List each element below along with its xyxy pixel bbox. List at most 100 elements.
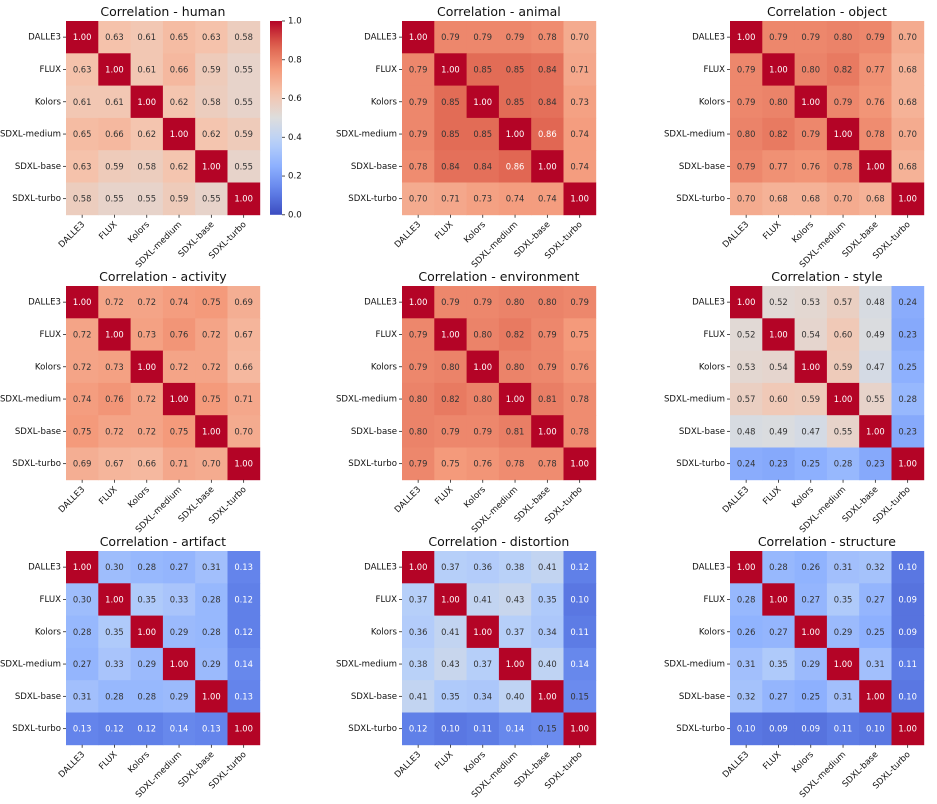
heatmap-cell — [466, 680, 500, 713]
heatmap-cell — [434, 382, 467, 416]
heatmap-cell — [730, 712, 763, 746]
cell-value-label: 0.28 — [105, 691, 124, 701]
heatmap-title: Correlation - human — [100, 4, 225, 19]
heatmap-cell — [466, 382, 500, 416]
x-tick-label: FLUX — [761, 220, 783, 242]
heatmap-cell — [794, 551, 828, 584]
cell-value-label: 0.11 — [834, 724, 853, 734]
colorbar-tick-label: 0.8 — [288, 55, 302, 65]
cell-value-label: 0.62 — [170, 97, 189, 107]
cell-value-label: 0.34 — [473, 691, 492, 701]
y-tick-label: DALLE3 — [364, 33, 397, 43]
cell-value-label: 0.31 — [834, 562, 853, 572]
heatmap-cell — [466, 150, 500, 183]
heatmap-cell — [66, 415, 99, 448]
cell-value-label: 0.84 — [538, 97, 557, 107]
y-tick-label: SDXL-medium — [336, 395, 397, 405]
cell-value-label: 1.00 — [737, 32, 756, 42]
heatmap-cell — [434, 647, 467, 681]
cell-value-label: 0.63 — [105, 32, 124, 42]
heatmap-cell — [730, 318, 763, 351]
heatmap-cell — [498, 615, 532, 649]
y-tick-label: SDXL-turbo — [12, 459, 61, 469]
cell-value-label: 0.29 — [137, 659, 156, 669]
cell-value-label: 1.00 — [170, 659, 189, 669]
cell-value-label: 0.65 — [170, 32, 189, 42]
cell-value-label: 0.75 — [73, 426, 92, 436]
cell-value-label: 0.10 — [570, 594, 589, 604]
cell-value-label: 0.79 — [409, 64, 428, 74]
heatmap-cell — [402, 551, 435, 584]
heatmap-cell — [891, 85, 925, 119]
cell-value-label: 0.37 — [506, 627, 525, 637]
heatmap-cell — [98, 447, 131, 481]
colorbar-tick-label: 0.4 — [288, 133, 302, 143]
heatmap-cell — [466, 117, 500, 151]
heatmap-panel: Correlation - style 1.00 0.52 0.53 0.57 0.48 0… — [664, 269, 925, 535]
cell-value-label: 1.00 — [570, 459, 589, 469]
heatmap-cell — [794, 182, 828, 216]
cell-value-label: 0.79 — [473, 32, 492, 42]
heatmap-cell — [98, 615, 131, 649]
heatmap-cell — [402, 53, 435, 86]
cell-value-label: 0.84 — [473, 161, 492, 171]
heatmap-cell — [826, 117, 860, 151]
cell-value-label: 0.25 — [866, 627, 885, 637]
heatmap-cell — [98, 382, 131, 416]
heatmap-cell — [466, 21, 500, 54]
heatmap-cell — [730, 182, 763, 216]
cell-value-label: 0.58 — [202, 97, 221, 107]
heatmap-cell — [98, 53, 131, 86]
cell-value-label: 0.14 — [570, 659, 589, 669]
x-tick-label: Kolors — [126, 219, 152, 245]
cell-value-label: 0.59 — [105, 161, 124, 171]
y-tick-label: FLUX — [704, 65, 726, 75]
y-tick-label: SDXL-medium — [0, 395, 61, 405]
heatmap-cell — [162, 680, 196, 713]
heatmap-cell — [730, 447, 763, 481]
heatmap-cell — [402, 318, 435, 351]
cell-value-label: 0.71 — [170, 459, 189, 469]
x-tick-label: DALLE3 — [57, 750, 87, 780]
heatmap-cell — [730, 117, 763, 151]
cell-value-label: 0.31 — [737, 659, 756, 669]
cell-value-label: 0.12 — [137, 724, 156, 734]
heatmap-cell — [162, 615, 196, 649]
cell-value-label: 0.09 — [801, 724, 820, 734]
heatmap-cell — [98, 350, 131, 384]
cell-value-label: 0.35 — [137, 594, 156, 604]
heatmap-cell — [563, 286, 597, 319]
heatmap-cell — [762, 680, 795, 713]
heatmap-cell — [826, 53, 860, 86]
cell-value-label: 0.23 — [898, 426, 917, 436]
heatmap-title: Correlation - activity — [99, 269, 227, 284]
cell-value-label: 0.41 — [473, 594, 492, 604]
cell-value-label: 0.79 — [866, 32, 885, 42]
cell-value-label: 0.63 — [202, 32, 221, 42]
cell-value-label: 0.27 — [801, 594, 820, 604]
cell-value-label: 0.86 — [506, 161, 525, 171]
cell-value-label: 0.28 — [137, 562, 156, 572]
heatmap-cell — [794, 85, 828, 119]
heatmap-cell — [826, 680, 860, 713]
heatmap-cell — [794, 712, 828, 746]
cell-value-label: 0.52 — [737, 329, 756, 339]
heatmap-cell — [402, 415, 435, 448]
heatmap-cell — [794, 615, 828, 649]
y-tick-label: Kolors — [699, 97, 726, 107]
cell-value-label: 1.00 — [409, 562, 428, 572]
heatmap-cell — [98, 551, 131, 584]
heatmap-cell — [762, 350, 795, 384]
cell-value-label: 0.61 — [137, 64, 156, 74]
y-tick-label: Kolors — [699, 627, 726, 637]
cell-value-label: 0.35 — [105, 627, 124, 637]
cell-value-label: 0.09 — [769, 724, 788, 734]
cell-value-label: 0.79 — [737, 97, 756, 107]
cell-value-label: 1.00 — [570, 724, 589, 734]
cell-value-label: 0.68 — [769, 194, 788, 204]
cell-value-label: 0.80 — [506, 297, 525, 307]
cell-value-label: 0.13 — [202, 724, 221, 734]
heatmap-cell — [730, 150, 763, 183]
heatmap-cell — [531, 21, 564, 54]
cell-value-label: 0.85 — [506, 97, 525, 107]
